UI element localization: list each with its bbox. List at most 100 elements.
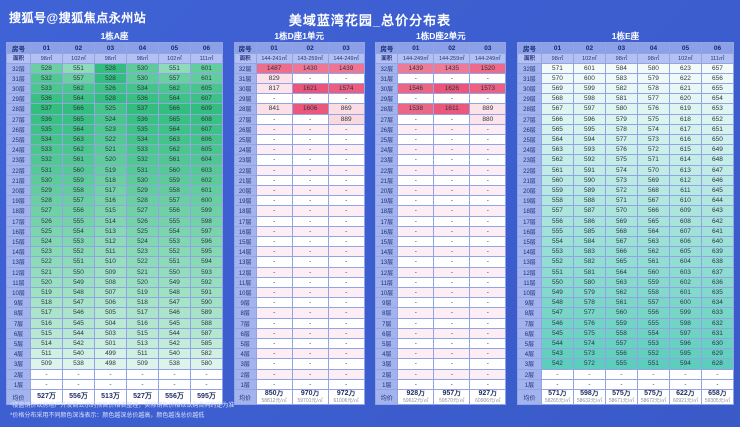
floor-label: 12层 bbox=[375, 266, 399, 278]
avg-price-cell: 571万 58265元/㎡ bbox=[540, 389, 574, 405]
price-cell: 636 bbox=[700, 276, 734, 288]
avg-price-cell: 658万 59305元/㎡ bbox=[700, 389, 734, 405]
price-cell: - bbox=[397, 215, 435, 227]
floor-label: 23层 bbox=[233, 154, 257, 166]
price-cell: - bbox=[540, 368, 574, 380]
price-cell: 591 bbox=[572, 164, 606, 176]
avg-price-cell: 527万 bbox=[30, 389, 63, 405]
floor-label: 5层 bbox=[375, 337, 399, 350]
price-cell: 523 bbox=[30, 246, 63, 258]
price-cell: 652 bbox=[700, 113, 734, 125]
price-table-panel: 1栋D座2单元 房号 01 02 03 面积 144-249㎡ 144-259㎡ 144-249… bbox=[375, 31, 507, 405]
price-table-panel: 1栋D座1单元 房号 01 02 03 面积 144-241㎡ 143-259㎡ 144-249… bbox=[233, 31, 365, 405]
price-cell: - bbox=[327, 337, 365, 350]
price-cell: - bbox=[190, 368, 223, 380]
price-cell: 511 bbox=[126, 348, 159, 360]
price-cell: 649 bbox=[700, 144, 734, 156]
price-cell: - bbox=[433, 164, 471, 176]
price-cell: 609 bbox=[190, 103, 223, 115]
price-cell: 634 bbox=[700, 297, 734, 309]
price-cell: 597 bbox=[190, 225, 223, 237]
price-cell: 650 bbox=[700, 133, 734, 146]
floor-label: 13层 bbox=[516, 256, 542, 268]
price-cell: - bbox=[291, 93, 329, 105]
price-cell: 561 bbox=[158, 154, 191, 166]
price-cell: 563 bbox=[604, 276, 638, 288]
price-cell: 503 bbox=[94, 327, 127, 339]
price-cell: 577 bbox=[636, 93, 670, 105]
price-cell: - bbox=[469, 297, 507, 309]
price-cell: - bbox=[469, 205, 507, 217]
price-cell: - bbox=[291, 144, 329, 156]
price-cell: 573 bbox=[636, 133, 670, 146]
price-cell: 566 bbox=[604, 246, 638, 258]
price-cell: - bbox=[158, 378, 191, 391]
avg-price-cell: 928万 59612元/㎡ bbox=[397, 389, 435, 405]
house-number: 01 bbox=[397, 42, 435, 54]
price-cell: - bbox=[255, 235, 293, 248]
price-cell: - bbox=[397, 276, 435, 288]
price-cell: 556 bbox=[604, 348, 638, 360]
price-cell: 655 bbox=[700, 82, 734, 95]
price-cell: 563 bbox=[540, 144, 574, 156]
price-cell: 537 bbox=[30, 103, 63, 115]
price-cell: - bbox=[291, 195, 329, 207]
price-cell: - bbox=[433, 174, 471, 186]
price-cell: 578 bbox=[636, 82, 670, 95]
price-cell: 644 bbox=[700, 195, 734, 207]
price-cell: 575 bbox=[604, 154, 638, 166]
price-cell: - bbox=[255, 205, 293, 217]
price-cell: 509 bbox=[94, 266, 127, 278]
price-cell: - bbox=[397, 317, 435, 329]
price-cell: 551 bbox=[540, 266, 574, 278]
price-cell: 520 bbox=[126, 276, 159, 288]
price-cell: 513 bbox=[94, 225, 127, 237]
price-cell: - bbox=[397, 72, 435, 84]
price-cell: 564 bbox=[158, 93, 191, 105]
price-cell: - bbox=[433, 307, 471, 319]
price-cell: 517 bbox=[30, 307, 63, 319]
price-cell: 513 bbox=[126, 337, 159, 350]
area-value: 144-241㎡ bbox=[255, 53, 293, 64]
price-cell: - bbox=[397, 256, 435, 268]
price-cell: 646 bbox=[700, 174, 734, 186]
floor-label: 21层 bbox=[375, 174, 399, 186]
price-cell: 524 bbox=[30, 235, 63, 248]
price-cell: 559 bbox=[158, 174, 191, 186]
price-cell: - bbox=[469, 286, 507, 299]
price-cell: - bbox=[291, 286, 329, 299]
price-cell: - bbox=[433, 184, 471, 197]
price-cell: 509 bbox=[30, 358, 63, 370]
price-cell: - bbox=[327, 184, 365, 197]
price-cell: - bbox=[255, 184, 293, 197]
price-tables-container: 1栋A座 房号 01 02 03 04 05 06 面积 98㎡ 102㎡ 98㎡ 98㎡ 102㎡ 111… bbox=[6, 31, 734, 405]
avg-unit-price: 59305元/㎡ bbox=[704, 398, 731, 404]
floor-label: 32层 bbox=[375, 62, 399, 74]
price-cell: - bbox=[469, 215, 507, 227]
price-cell: - bbox=[255, 93, 293, 105]
price-cell: 509 bbox=[126, 358, 159, 370]
price-cell: 545 bbox=[540, 327, 574, 339]
price-cell: 556 bbox=[636, 307, 670, 319]
floor-label: 32层 bbox=[6, 62, 31, 74]
price-cell: - bbox=[469, 123, 507, 135]
price-cell: 530 bbox=[126, 72, 159, 84]
price-cell: 841 bbox=[255, 103, 293, 115]
floor-label: 7层 bbox=[233, 317, 257, 329]
price-cell: 538 bbox=[62, 358, 95, 370]
avg-price-cell: 575万 58672元/㎡ bbox=[636, 389, 670, 405]
price-cell: 579 bbox=[604, 113, 638, 125]
price-cell: - bbox=[433, 144, 471, 156]
price-cell: - bbox=[397, 266, 435, 278]
price-cell: 518 bbox=[94, 174, 127, 186]
price-cell: 526 bbox=[126, 215, 159, 227]
price-cell: 564 bbox=[158, 123, 191, 135]
avg-price-value: 957万 bbox=[442, 390, 462, 398]
price-cell: 548 bbox=[62, 286, 95, 299]
floor-label: 4层 bbox=[375, 348, 399, 360]
price-cell: 558 bbox=[604, 327, 638, 339]
floor-label: 32层 bbox=[516, 62, 542, 74]
price-cell: 557 bbox=[62, 195, 95, 207]
area-value: 98㎡ bbox=[30, 53, 63, 64]
price-cell: 564 bbox=[540, 133, 574, 146]
